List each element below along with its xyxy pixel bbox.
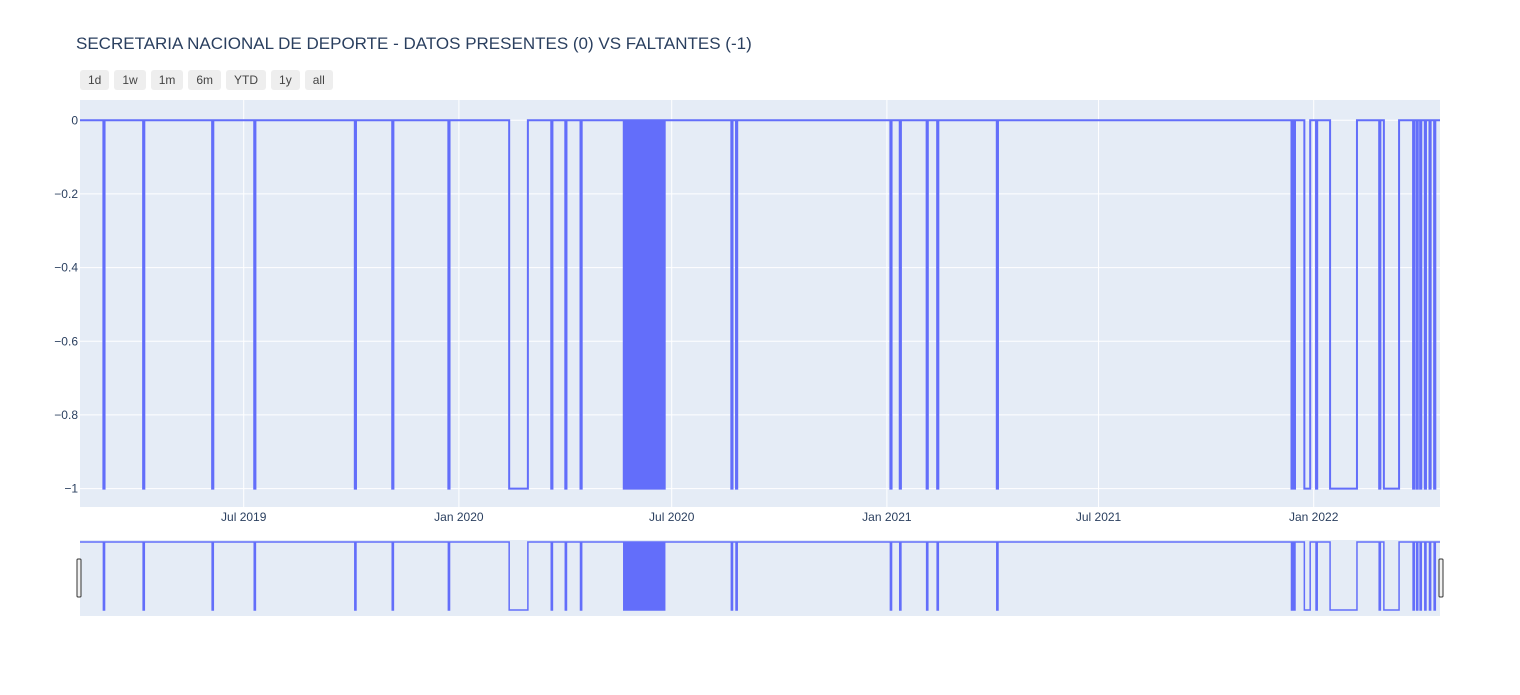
range-button-1d[interactable]: 1d [80,70,110,90]
x-axis: Jul 2019 Jan 2020 Jul 2020 Jan 2021 Jul 2021… [221,510,1339,524]
y-tick-label: −1 [64,482,78,496]
x-tick-label: Jul 2019 [221,510,267,524]
gridlines [80,100,1440,507]
range-button-1w[interactable]: 1w [114,70,146,90]
range-slider[interactable] [80,540,1440,616]
x-tick-label: Jan 2022 [1289,510,1339,524]
range-button-all[interactable]: all [304,70,333,90]
range-button-6m[interactable]: 6m [188,70,222,90]
range-button-1y[interactable]: 1y [271,70,300,90]
range-slider-left-handle[interactable] [76,558,82,598]
x-tick-label: Jul 2020 [649,510,695,524]
y-tick-label: −0.4 [54,261,78,275]
range-selector: 1d 1w 1m 6m YTD 1y all [80,70,333,90]
chart-title: SECRETARIA NACIONAL DE DEPORTE - DATOS P… [76,34,752,53]
y-tick-label: −0.6 [54,334,78,348]
x-tick-label: Jan 2020 [434,510,484,524]
range-button-ytd[interactable]: YTD [226,70,267,90]
x-tick-label: Jul 2021 [1076,510,1122,524]
y-tick-label: −0.2 [54,187,78,201]
y-axis: 0 −0.2 −0.4 −0.6 −0.8 −1 [54,113,78,495]
y-tick-label: 0 [71,113,78,127]
x-tick-label: Jan 2021 [862,510,912,524]
plot-area[interactable] [80,100,1440,507]
series-line [80,119,1440,490]
y-tick-label: −0.8 [54,408,78,422]
range-button-1m[interactable]: 1m [150,70,184,90]
range-slider-series-line [80,541,1440,611]
range-slider-right-handle[interactable] [1438,558,1444,598]
